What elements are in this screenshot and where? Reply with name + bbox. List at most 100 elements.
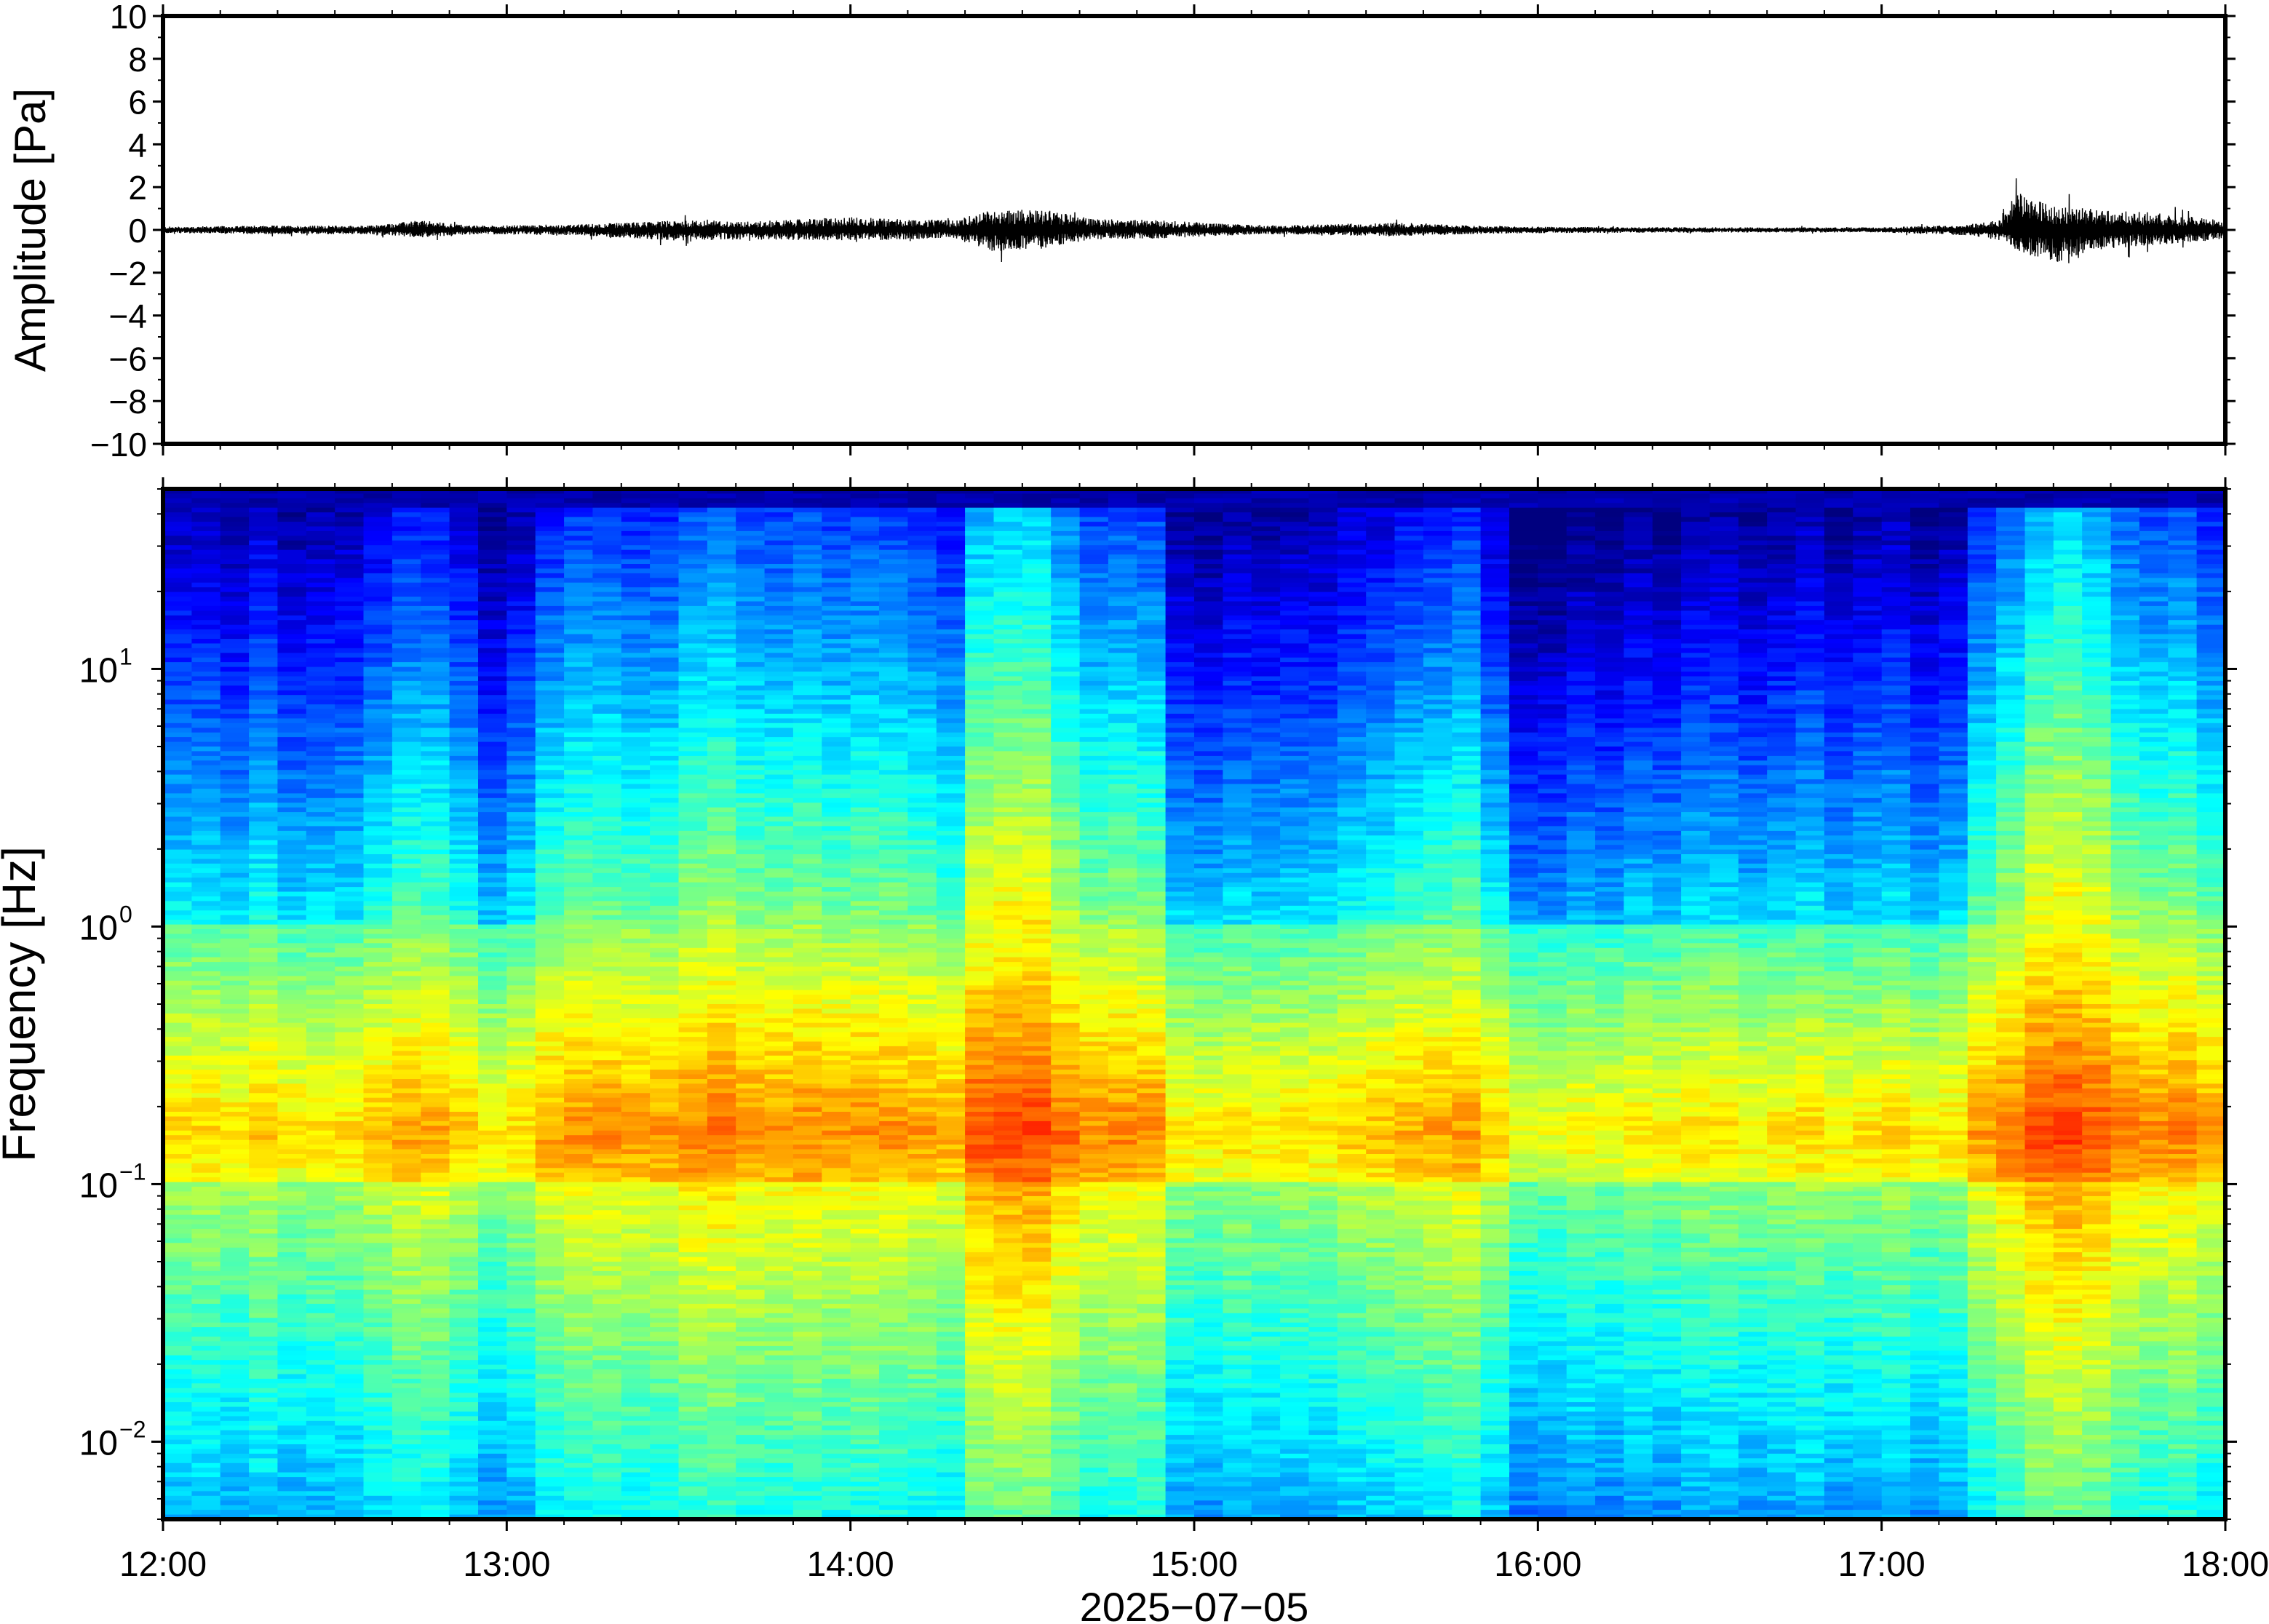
spectrogram-cell xyxy=(363,755,393,761)
spectrogram-cell xyxy=(449,1041,479,1047)
spectrogram-cell xyxy=(163,803,192,808)
spectrogram-cell xyxy=(678,1201,708,1206)
spectrogram-cell xyxy=(191,1097,221,1103)
spectrogram-cell xyxy=(592,615,622,621)
spectrogram-cell xyxy=(764,1514,794,1519)
spectrogram-cell xyxy=(335,1337,365,1342)
spectrogram-cell xyxy=(421,1233,450,1239)
spectrogram-cell xyxy=(678,980,708,986)
spectrogram-cell xyxy=(335,629,365,635)
spectrogram-cell xyxy=(764,976,794,982)
spectrogram-cell xyxy=(306,1130,335,1136)
spectrogram-cell xyxy=(249,536,279,541)
spectrogram-cell xyxy=(306,1060,335,1066)
spectrogram-cell xyxy=(249,816,279,822)
spectrogram-cell xyxy=(535,896,565,901)
spectrogram-cell xyxy=(592,1070,622,1075)
spectrogram-cell xyxy=(249,952,279,958)
spectrogram-cell xyxy=(678,536,708,541)
spectrogram-cell xyxy=(249,1495,279,1501)
spectrogram-cell xyxy=(621,1051,651,1056)
spectrogram-cell xyxy=(736,868,766,874)
spectrogram-cell xyxy=(277,695,307,701)
spectrogram-cell xyxy=(506,1289,536,1295)
spectrogram-cell xyxy=(421,695,450,701)
spectrogram-cell xyxy=(650,1266,680,1272)
spectrogram-cell xyxy=(707,1514,736,1519)
spectrogram-cell xyxy=(249,1449,279,1454)
spectrogram-cell xyxy=(535,1322,565,1328)
spectrogram-cell xyxy=(277,1388,307,1393)
spectrogram-cell xyxy=(621,896,651,901)
spectrogram-cell xyxy=(220,680,250,686)
spectrogram-cell xyxy=(363,582,393,588)
spectrogram-cell xyxy=(363,840,393,845)
spectrogram-cell xyxy=(363,1195,393,1201)
spectrogram-cell xyxy=(764,1275,794,1281)
spectrogram-cell xyxy=(592,812,622,818)
spectrogram-cell xyxy=(249,1468,279,1473)
spectrogram-cell xyxy=(392,713,421,719)
spectrogram-cell xyxy=(506,1219,536,1225)
spectrogram-cell xyxy=(421,1238,450,1243)
spectrogram-cell xyxy=(535,597,565,602)
spectrogram-cell xyxy=(249,530,279,536)
spectrogram-cell xyxy=(678,1360,708,1366)
spectrogram-cell xyxy=(335,1322,365,1328)
spectrogram-cell xyxy=(736,549,766,555)
spectrogram-cell xyxy=(736,1453,766,1459)
spectrogram-cell xyxy=(392,1149,421,1155)
spectrogram-cell xyxy=(249,695,279,701)
spectrogram-cell xyxy=(335,1097,365,1103)
spectrogram-cell xyxy=(191,549,221,555)
spectrogram-cell xyxy=(191,1318,221,1324)
spectrogram-cell xyxy=(392,587,421,593)
spectrogram-cell xyxy=(335,620,365,626)
spectrogram-cell xyxy=(535,1018,565,1024)
spectrogram-cell xyxy=(306,1135,335,1141)
spectrogram-cell xyxy=(421,503,450,509)
spectrogram-cell xyxy=(678,859,708,864)
spectrogram-cell xyxy=(621,1228,651,1234)
spectrogram-cell xyxy=(249,1486,279,1492)
spectrogram-cell xyxy=(449,770,479,776)
spectrogram-cell xyxy=(421,1214,450,1220)
spectrogram-cell xyxy=(736,1013,766,1019)
spectrogram-cell xyxy=(277,1299,307,1305)
spectrogram-cell xyxy=(421,512,450,518)
spectrogram-cell xyxy=(650,910,680,916)
spectrogram-cell xyxy=(220,704,250,710)
spectrogram-cell xyxy=(249,699,279,705)
spectrogram-cell xyxy=(621,1341,651,1347)
spectrogram-cell xyxy=(220,929,250,934)
spectrogram-cell xyxy=(506,610,536,616)
spectrogram-cell xyxy=(764,830,794,836)
spectrogram-cell xyxy=(449,1341,479,1347)
spectrogram-cell xyxy=(707,489,736,494)
spectrogram-cell xyxy=(249,1093,279,1099)
spectrogram-cell xyxy=(535,530,565,536)
spectrogram-cell xyxy=(421,1285,450,1291)
spectrogram-cell xyxy=(163,826,192,832)
spectrogram-cell xyxy=(621,1004,651,1009)
spectrogram-cell xyxy=(421,1510,450,1516)
spectrogram-cell xyxy=(191,629,221,635)
spectrogram-cell xyxy=(306,530,335,536)
spectrogram-cell xyxy=(621,1247,651,1253)
spectrogram-cell xyxy=(650,1004,680,1009)
spectrogram-cell xyxy=(650,1224,680,1230)
spectrogram-cell xyxy=(421,1402,450,1408)
spectrogram-cell xyxy=(592,1238,622,1243)
spectrogram-cell xyxy=(736,1247,766,1253)
spectrogram-cell xyxy=(335,999,365,1005)
spectrogram-cell xyxy=(191,1383,221,1389)
spectrogram-cell xyxy=(220,788,250,794)
spectrogram-cell xyxy=(621,872,651,878)
spectrogram-cell xyxy=(392,1177,421,1183)
spectrogram-cell xyxy=(707,1070,736,1075)
spectrogram-cell xyxy=(220,905,250,911)
spectrogram-cell xyxy=(191,784,221,789)
spectrogram-cell xyxy=(449,592,479,597)
spectrogram-cell xyxy=(191,737,221,743)
spectrogram-cell xyxy=(449,1313,479,1318)
